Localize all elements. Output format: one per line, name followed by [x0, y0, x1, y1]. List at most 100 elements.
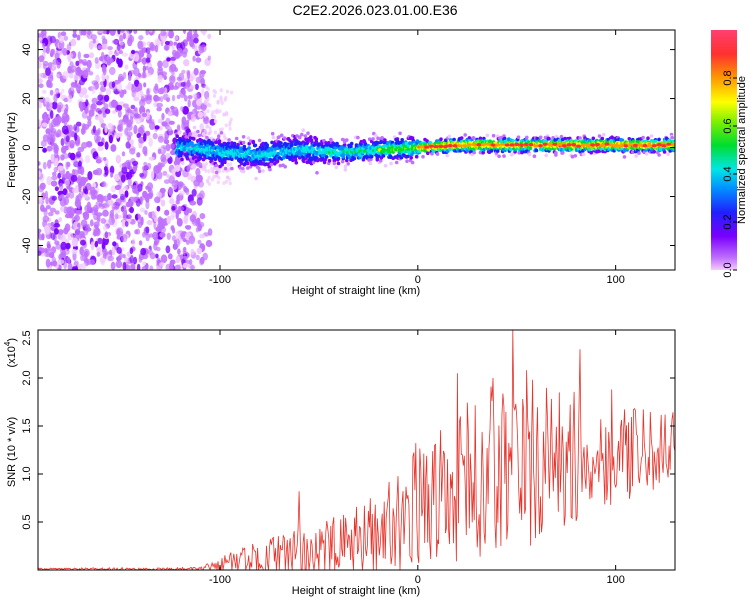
noise-mark [142, 261, 147, 266]
noise-mark [74, 132, 78, 141]
noise-mark [157, 216, 163, 226]
ridge-mark [207, 131, 211, 136]
noise-mark [104, 141, 109, 150]
noise-mark [196, 197, 203, 206]
noise-mark [63, 35, 68, 41]
noise-mark [196, 247, 203, 255]
noise-mark [46, 145, 53, 152]
ridge-mark [345, 158, 349, 163]
noise-mark [159, 125, 163, 131]
spectrogram-panel: -100 0 100 40 20 0 -20 -40 Height of straight l… [6, 29, 676, 297]
noise-mark [54, 186, 60, 192]
spectrogram-frame [37, 29, 676, 271]
noise-mark [91, 85, 96, 95]
noise-mark [45, 258, 51, 268]
noise-mark [224, 123, 228, 128]
noise-mark [125, 201, 131, 208]
ridge-mark [297, 135, 302, 140]
ridge-peak-mark [599, 144, 605, 148]
noise-mark [204, 161, 209, 166]
spectrogram-y-tick-label: -40 [21, 238, 33, 254]
noise-mark [118, 119, 124, 126]
noise-mark [84, 94, 89, 99]
noise-mark [182, 106, 190, 115]
ridge-mark [205, 135, 209, 140]
ridge-mark [270, 131, 275, 136]
noise-mark [171, 235, 177, 242]
noise-mark [122, 103, 129, 108]
ridge-mark [180, 157, 184, 162]
ridge-mark [439, 137, 443, 141]
noise-mark [210, 166, 214, 171]
noise-mark [45, 45, 50, 54]
noise-mark [153, 241, 158, 251]
noise-mark [171, 180, 178, 188]
ridge-peak-mark [514, 142, 520, 146]
ridge-mark [336, 156, 341, 161]
noise-mark [199, 123, 204, 131]
noise-mark [141, 57, 147, 65]
noise-mark [80, 101, 86, 111]
noise-mark [73, 260, 79, 267]
noise-mark [49, 207, 57, 213]
noise-mark [140, 216, 144, 226]
ridge-mark [261, 169, 265, 173]
noise-mark [91, 97, 98, 104]
noise-mark [59, 35, 64, 43]
noise-mark [80, 219, 88, 227]
ridge-mark [227, 138, 231, 142]
noise-mark [51, 175, 58, 181]
noise-mark [146, 219, 153, 226]
colorbar-tick-label: 0.4 [722, 166, 734, 181]
noise-mark [169, 198, 175, 205]
ridge-mark [347, 155, 352, 160]
noise-mark [194, 106, 198, 114]
noise-mark [151, 210, 158, 220]
noise-mark [94, 57, 99, 64]
noise-mark [230, 90, 234, 95]
noise-mark [109, 123, 114, 132]
ridge-mark [667, 138, 672, 143]
noise-mark [128, 69, 135, 75]
ridge-mark [197, 133, 202, 138]
noise-mark [168, 65, 173, 73]
noise-mark [109, 66, 116, 76]
noise-mark [52, 260, 58, 267]
noise-mark [155, 253, 159, 259]
noise-mark [193, 67, 199, 76]
noise-mark [146, 162, 152, 170]
noise-mark [190, 248, 195, 256]
ridge-peak-mark [647, 144, 653, 148]
ridge-peak-mark [428, 144, 434, 148]
noise-mark [57, 229, 64, 235]
ridge-mark [334, 165, 339, 170]
noise-mark [207, 55, 211, 61]
noise-mark [145, 30, 149, 36]
noise-mark [154, 196, 161, 204]
noise-mark [72, 33, 78, 38]
noise-mark [42, 113, 46, 120]
ridge-mark [482, 136, 486, 141]
noise-mark [56, 73, 60, 79]
noise-mark [110, 172, 114, 178]
ridge-peak-mark [523, 142, 529, 146]
ridge-mark [322, 160, 327, 165]
snr-x-axis-label: Height of straight line (km) [292, 585, 420, 597]
noise-mark [97, 45, 103, 50]
noise-mark [186, 164, 191, 173]
noise-mark [118, 188, 125, 196]
ridge-peak-mark [481, 142, 486, 147]
noise-mark [89, 52, 95, 59]
ridge-mark [657, 137, 661, 142]
ridge-peak-mark [528, 143, 534, 147]
colorbar-ticks: 0.0 0.2 0.4 0.6 0.8 [722, 70, 737, 278]
noise-mark [97, 94, 104, 101]
ridge-mark [383, 163, 388, 168]
noise-mark [129, 206, 135, 214]
noise-mark [129, 264, 136, 270]
noise-mark [176, 47, 184, 58]
noise-mark [199, 233, 206, 239]
ridge-mark [234, 136, 239, 141]
ridge-mark [447, 134, 452, 139]
noise-mark [203, 100, 207, 105]
